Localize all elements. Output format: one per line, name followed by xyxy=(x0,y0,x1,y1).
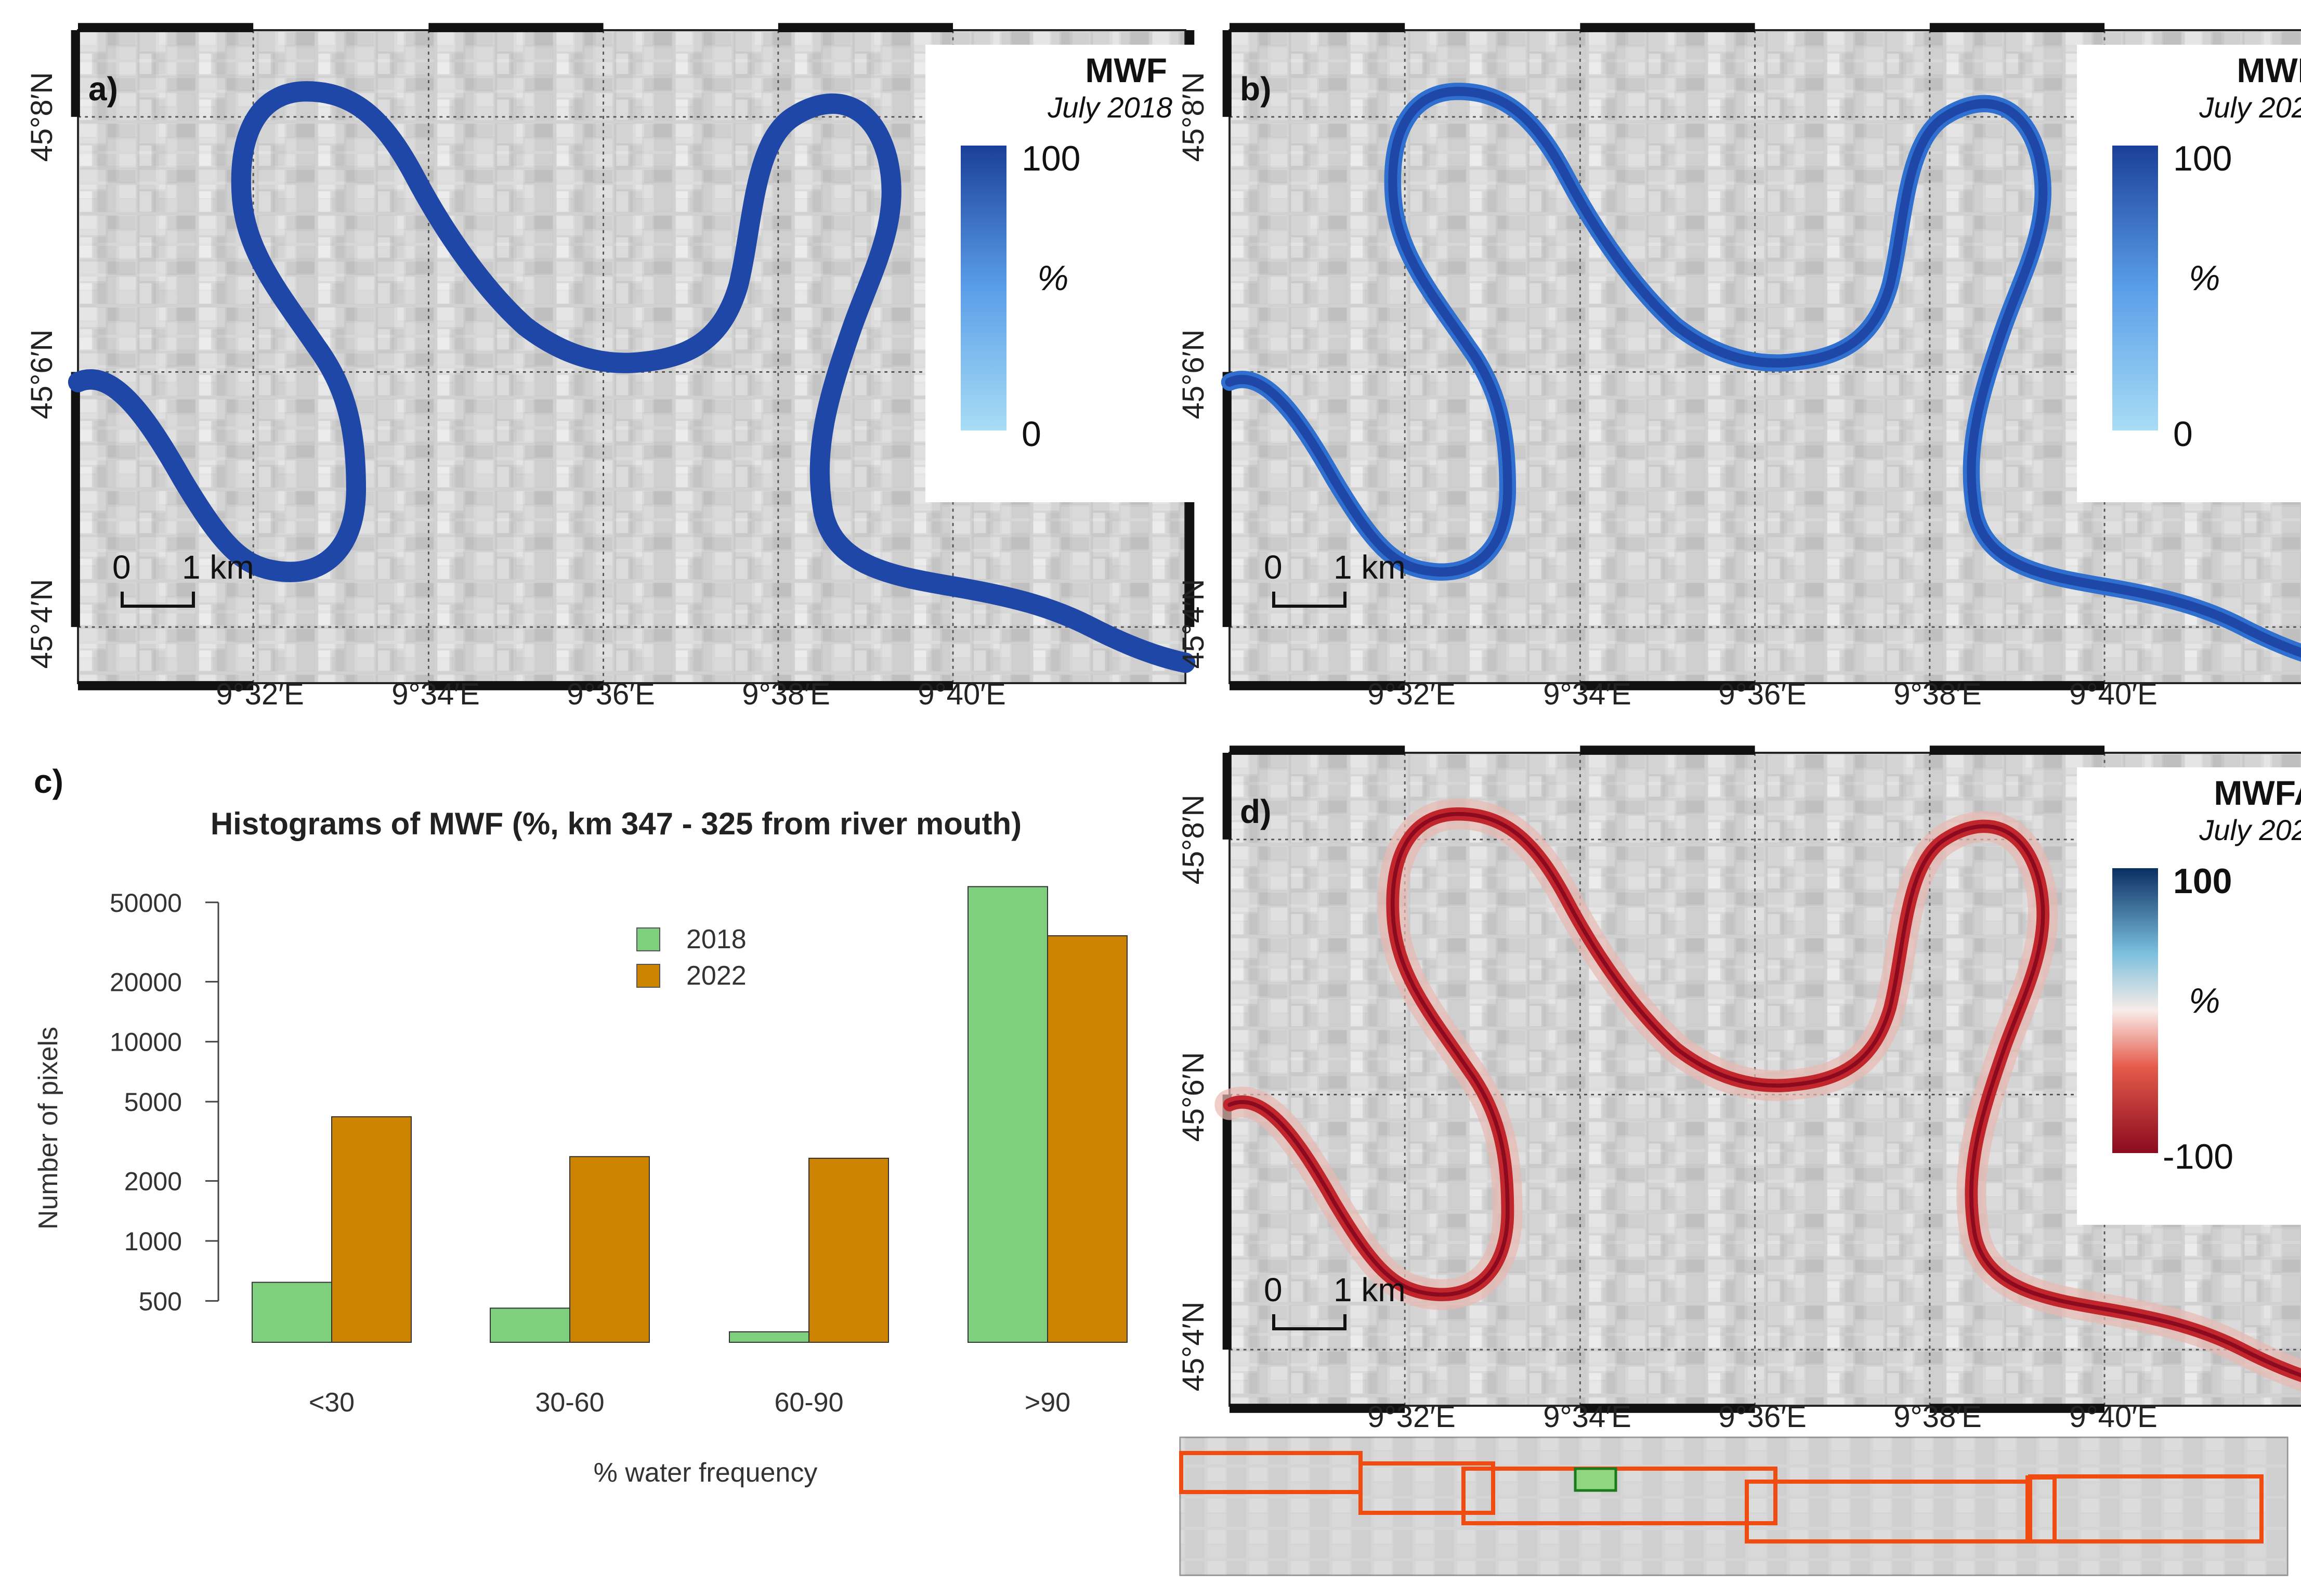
legend-title: MWF xyxy=(2237,51,2301,89)
axis-ticks-d: 9°32′E 9°34′E 9°36′E 9°38′E 9°40′E 45°8′… xyxy=(1176,795,2158,1434)
panel-label: d) xyxy=(1240,793,1271,830)
bar-2018-1 xyxy=(490,1307,570,1343)
scale-zero: 0 xyxy=(1264,1271,1283,1309)
lat-tick: 45°8′N xyxy=(1176,72,1210,162)
bars xyxy=(252,886,1128,1343)
lon-tick: 9°40′E xyxy=(2069,677,2158,711)
overview-inset xyxy=(1179,1436,2289,1576)
bar-2018-2 xyxy=(729,1331,809,1343)
scale-bar: 0 1 km xyxy=(112,548,254,608)
lat-tick: 45°6′N xyxy=(1176,1052,1210,1142)
x-tick-label: 60-90 xyxy=(775,1388,844,1418)
y-tick-label: 10000 xyxy=(110,1028,182,1057)
legend-swatch-2018 xyxy=(636,927,660,951)
lon-tick: 9°36′E xyxy=(1718,677,1807,711)
x-axis-label: % water frequency xyxy=(594,1458,818,1488)
panel-c: c) Histograms of MWF (%, km 347 - 325 fr… xyxy=(33,763,1128,1488)
legend-label-2018: 2018 xyxy=(686,924,747,954)
legend-swatch-2022 xyxy=(636,964,660,988)
panel-b: b) MWF July 2022 100 % 0 0 1 km xyxy=(1223,22,2301,691)
panel-label: c) xyxy=(34,763,63,800)
colorbar xyxy=(961,146,1006,430)
legend: MWFA July 2022 100 % -100 xyxy=(2077,767,2301,1225)
lat-tick: 45°8′N xyxy=(25,72,59,162)
lat-tick: 45°4′N xyxy=(25,579,59,669)
lon-tick: 9°32′E xyxy=(1367,677,1456,711)
bar-2018-0 xyxy=(252,1281,332,1343)
lon-tick: 9°38′E xyxy=(742,677,830,711)
y-tick-label: 50000 xyxy=(110,888,182,918)
legend-label-2022: 2022 xyxy=(686,961,747,991)
lon-tick: 9°38′E xyxy=(1893,1400,1982,1434)
x-tick-label: 30-60 xyxy=(535,1388,605,1418)
y-tick-label: 20000 xyxy=(110,967,182,997)
lon-tick: 9°32′E xyxy=(216,677,304,711)
lat-tick: 45°8′N xyxy=(1176,795,1210,885)
lon-tick: 9°32′E xyxy=(1367,1400,1456,1434)
lon-tick: 9°38′E xyxy=(1893,677,1982,711)
scale-label: 1 km xyxy=(182,548,254,586)
legend-unit: % xyxy=(2189,981,2220,1021)
bar-2022-2 xyxy=(808,1157,889,1343)
panel-label: a) xyxy=(88,70,118,108)
legend-subtitle: July 2018 xyxy=(1047,91,1172,124)
legend-max: 100 xyxy=(1022,139,1080,178)
legend-min: -100 xyxy=(2163,1137,2233,1176)
bar-2022-3 xyxy=(1047,935,1128,1343)
scale-bar: 0 1 km xyxy=(1264,548,1406,608)
panel-d: d) MWFA July 2022 100 % -100 0 1 km xyxy=(1223,744,2301,1414)
legend: 2018 2022 xyxy=(636,924,747,991)
legend-unit: % xyxy=(1037,258,1068,298)
bar-2022-1 xyxy=(569,1156,650,1343)
x-labels: <30 30-60 60-90 >90 xyxy=(309,1388,1070,1418)
x-tick-label: <30 xyxy=(309,1388,355,1418)
y-tick-label: 2000 xyxy=(124,1167,182,1196)
legend-max: 100 xyxy=(2173,861,2232,901)
lat-tick: 45°6′N xyxy=(25,330,59,420)
scale-label: 1 km xyxy=(1333,548,1406,586)
colorbar xyxy=(2112,146,2158,430)
colorbar xyxy=(2112,868,2158,1153)
axis-ticks-b: 9°32′E 9°34′E 9°36′E 9°38′E 9°40′E 45°8′… xyxy=(1176,72,2158,711)
scale-bar: 0 1 km xyxy=(1264,1271,1406,1330)
scale-zero: 0 xyxy=(112,548,131,586)
y-tick-label: 5000 xyxy=(124,1088,182,1117)
lon-tick: 9°40′E xyxy=(2069,1400,2158,1434)
legend-title: MWFA xyxy=(2214,774,2301,812)
y-axis-label: Number of pixels xyxy=(33,1027,63,1229)
lon-tick: 9°40′E xyxy=(918,677,1006,711)
legend-min: 0 xyxy=(1022,414,1041,454)
legend-max: 100 xyxy=(2173,139,2232,178)
legend-unit: % xyxy=(2189,258,2220,298)
legend-title: MWF xyxy=(1085,51,1167,89)
lon-tick: 9°34′E xyxy=(1543,1400,1631,1434)
panel-a: a) MWF July 2018 100 % 0 0 1 km xyxy=(71,22,1196,691)
bar-2022-0 xyxy=(331,1116,412,1343)
tile-footprints xyxy=(1179,1451,2264,1543)
scale-zero: 0 xyxy=(1264,548,1283,586)
legend-subtitle: July 2022 xyxy=(2199,814,2301,846)
lon-tick: 9°36′E xyxy=(567,677,655,711)
y-tick-label: 500 xyxy=(139,1287,182,1316)
bar-2018-3 xyxy=(968,886,1048,1343)
legend: MWF July 2022 100 % 0 xyxy=(2077,45,2301,502)
legend: MWF July 2018 100 % 0 xyxy=(925,45,1196,502)
lat-tick: 45°4′N xyxy=(1176,579,1210,669)
panel-label: b) xyxy=(1240,70,1271,108)
chart-title: Histograms of MWF (%, km 347 - 325 from … xyxy=(211,806,1022,841)
legend-min: 0 xyxy=(2173,414,2193,454)
lat-tick: 45°6′N xyxy=(1176,330,1210,420)
lat-tick: 45°4′N xyxy=(1176,1302,1210,1392)
axis-ticks-a: 9°32′E 9°34′E 9°36′E 9°38′E 9°40′E 45°8′… xyxy=(25,72,1006,711)
y-axis: 500 1000 2000 5000 10000 20000 50000 xyxy=(110,888,219,1316)
lon-tick: 9°34′E xyxy=(391,677,480,711)
lon-tick: 9°36′E xyxy=(1718,1400,1807,1434)
scale-label: 1 km xyxy=(1333,1271,1406,1309)
lon-tick: 9°34′E xyxy=(1543,677,1631,711)
study-area-box xyxy=(1574,1467,1617,1492)
legend-subtitle: July 2022 xyxy=(2199,91,2301,124)
y-tick-label: 1000 xyxy=(124,1227,182,1256)
x-tick-label: >90 xyxy=(1025,1388,1070,1418)
